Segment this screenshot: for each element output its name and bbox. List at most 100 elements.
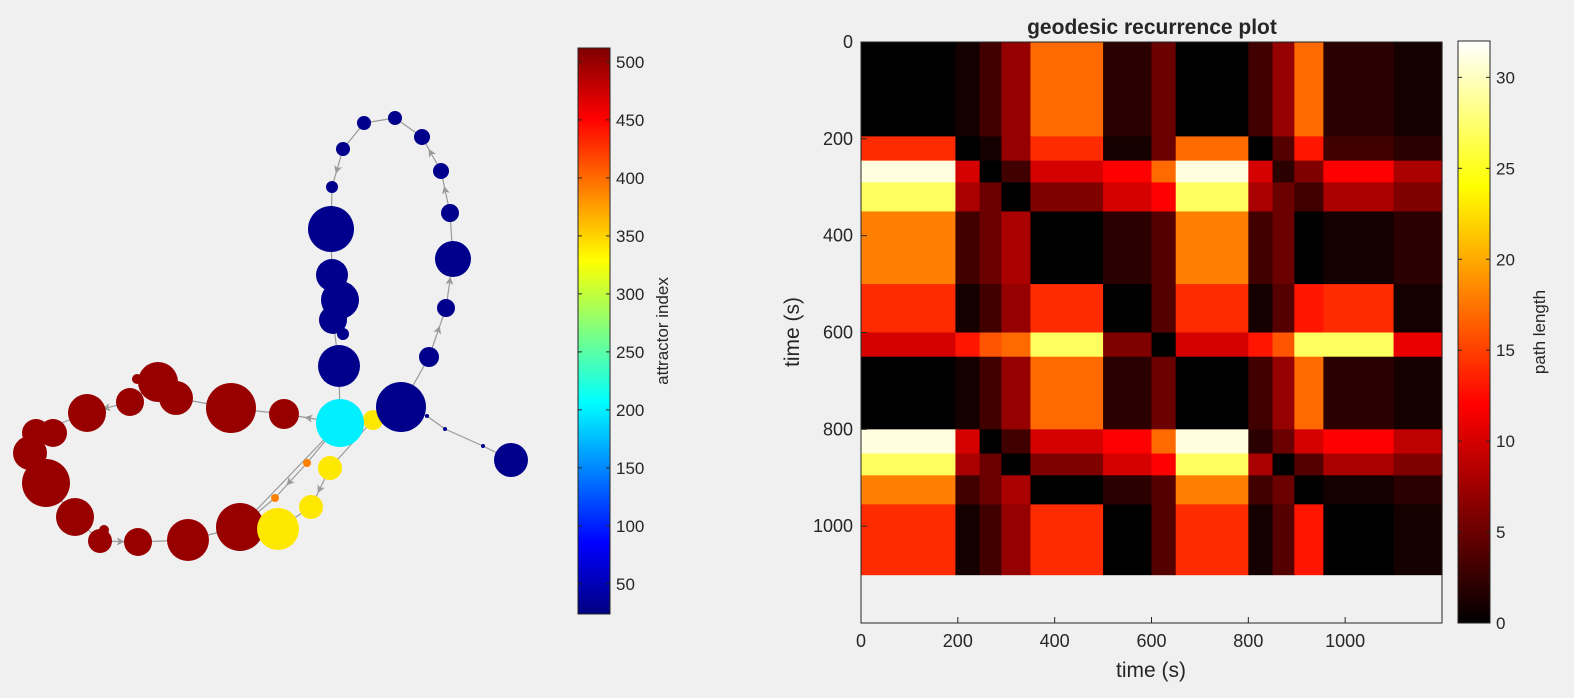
- heatmap-cell: [1272, 429, 1295, 455]
- heatmap-cell: [1248, 453, 1274, 476]
- heatmap-cell: [955, 136, 981, 162]
- heatmap-cell: [1294, 182, 1324, 213]
- heatmap-cell: [1248, 182, 1274, 213]
- network-node: [257, 508, 299, 550]
- network-node: [316, 399, 364, 447]
- network-node: [318, 345, 360, 387]
- heatmap-cell: [1030, 429, 1104, 455]
- heatmap-cell: [1103, 136, 1153, 162]
- recurrence-heatmap: [861, 42, 1443, 576]
- heatmap-cell: [1175, 42, 1249, 138]
- heatmap-cell: [861, 136, 957, 162]
- heatmap-cell: [1175, 284, 1249, 334]
- heatmap-cell: [1030, 182, 1104, 213]
- heatmap-cell: [955, 504, 981, 576]
- recurrence-y-ticks: 0 200 400 600 800 1000: [813, 32, 867, 536]
- heatmap-cell: [1030, 356, 1104, 430]
- heatmap-cell: [1151, 182, 1177, 213]
- heatmap-cell: [1393, 284, 1443, 334]
- network-nodes: [13, 111, 528, 561]
- network-node: [159, 381, 193, 415]
- heatmap-cell: [861, 475, 957, 505]
- heatmap-cell: [979, 136, 1003, 162]
- y-tick-label: 0: [843, 32, 853, 52]
- network-node: [56, 498, 94, 536]
- network-node: [494, 443, 528, 477]
- heatmap-cell: [861, 356, 957, 430]
- heatmap-cell: [955, 211, 981, 285]
- heatmap-cell: [1294, 332, 1324, 358]
- heatmap-cell: [979, 182, 1003, 213]
- heatmap-cell: [1323, 160, 1395, 184]
- network-node: [419, 347, 439, 367]
- network-node: [124, 528, 152, 556]
- attractor-colorbar-tick-label: 200: [616, 401, 644, 420]
- heatmap-cell: [1248, 284, 1274, 334]
- heatmap-cell: [1030, 332, 1104, 358]
- heatmap-cell: [1030, 284, 1104, 334]
- heatmap-cell: [1294, 356, 1324, 430]
- heatmap-cell: [1175, 332, 1249, 358]
- heatmap-cell: [1393, 356, 1443, 430]
- network-node: [132, 374, 142, 384]
- heatmap-cell: [1323, 284, 1395, 334]
- heatmap-cell: [1323, 475, 1395, 505]
- x-tick-label: 0: [856, 631, 866, 651]
- heatmap-cell: [1103, 284, 1153, 334]
- heatmap-cell: [1001, 160, 1032, 184]
- heatmap-cell: [1001, 475, 1032, 505]
- network-node: [357, 116, 371, 130]
- heatmap-cell: [1175, 504, 1249, 576]
- heatmap-cell: [979, 429, 1003, 455]
- heatmap-cell: [1323, 429, 1395, 455]
- attractor-colorbar-tick-label: 500: [616, 53, 644, 72]
- heatmap-cell: [1001, 284, 1032, 334]
- heatmap-cell: [1323, 136, 1395, 162]
- heatmap-cell: [1151, 211, 1177, 285]
- network-node: [388, 111, 402, 125]
- heatmap-cell: [979, 42, 1003, 138]
- heatmap-cell: [1248, 475, 1274, 505]
- path-length-colorbar-tick-label: 10: [1496, 432, 1515, 451]
- heatmap-cell: [1323, 42, 1395, 138]
- heatmap-cell: [1272, 160, 1295, 184]
- heatmap-cell: [861, 504, 957, 576]
- attractor-colorbar-tick-label: 450: [616, 111, 644, 130]
- network-node: [39, 419, 67, 447]
- network-node: [326, 181, 338, 193]
- heatmap-cell: [979, 211, 1003, 285]
- attractor-colorbar-tick-label: 100: [616, 517, 644, 536]
- heatmap-cell: [1393, 453, 1443, 476]
- network-node: [441, 204, 459, 222]
- heatmap-cell: [1294, 504, 1324, 576]
- attractor-colorbar-ticks: 50 100 150 200 250 300 350 400 450 500: [578, 53, 644, 594]
- heatmap-cell: [1248, 356, 1274, 430]
- heatmap-cell: [1272, 136, 1295, 162]
- heatmap-cell: [1393, 211, 1443, 285]
- heatmap-cell: [1030, 453, 1104, 476]
- x-tick-label: 400: [1040, 631, 1070, 651]
- heatmap-cell: [1323, 182, 1395, 213]
- x-tick-label: 800: [1233, 631, 1263, 651]
- path-length-colorbar: 0 5 10 15 20 25 30 path length: [1457, 40, 1549, 633]
- y-tick-label: 800: [823, 419, 853, 439]
- path-length-colorbar-label: path length: [1530, 290, 1549, 374]
- heatmap-cell: [1272, 504, 1295, 576]
- network-node: [425, 414, 429, 418]
- network-node: [269, 399, 299, 429]
- heatmap-cell: [861, 182, 957, 213]
- heatmap-cell: [1294, 211, 1324, 285]
- heatmap-cell: [1393, 429, 1443, 455]
- heatmap-cell: [1151, 332, 1177, 358]
- network-node: [167, 519, 209, 561]
- heatmap-cell: [979, 284, 1003, 334]
- heatmap-cell: [979, 504, 1003, 576]
- heatmap-cell: [1175, 211, 1249, 285]
- network-node: [271, 494, 279, 502]
- heatmap-cell: [1294, 160, 1324, 184]
- heatmap-cell: [1272, 42, 1295, 138]
- heatmap-cell: [1030, 475, 1104, 505]
- attractor-colorbar-tick-label: 50: [616, 575, 635, 594]
- heatmap-cell: [1248, 429, 1274, 455]
- heatmap-cell: [979, 160, 1003, 184]
